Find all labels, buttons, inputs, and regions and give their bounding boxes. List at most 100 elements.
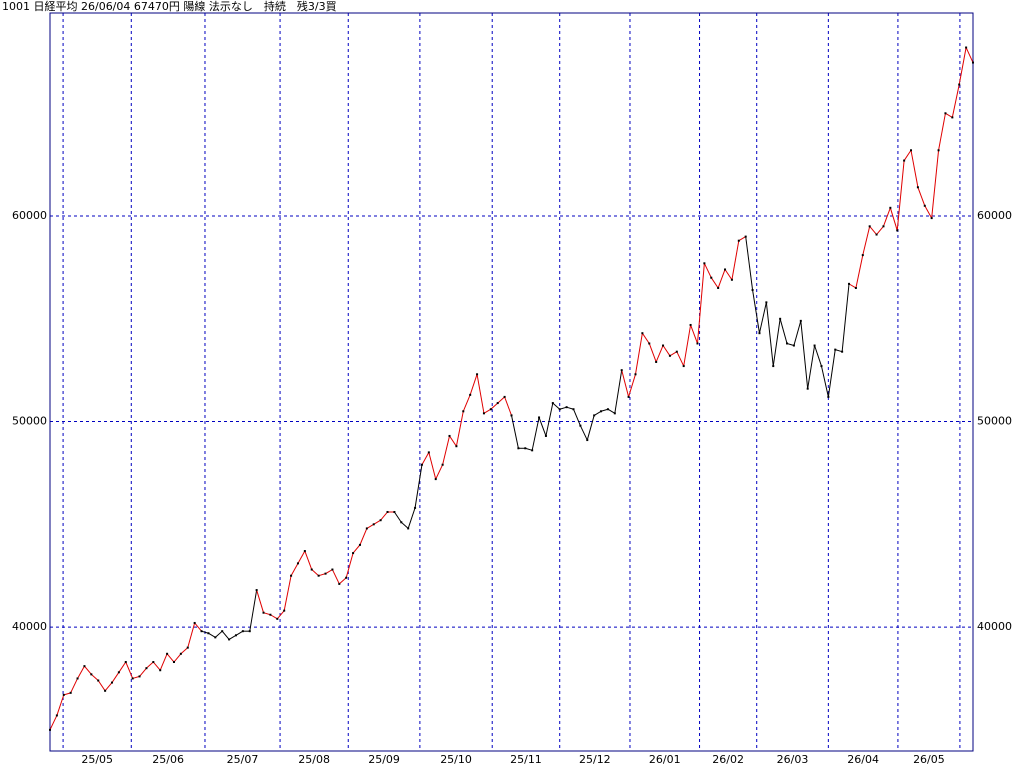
data-point	[779, 317, 782, 320]
line-segment	[442, 435, 450, 465]
line-segment	[945, 112, 953, 118]
data-point	[510, 414, 513, 417]
data-point	[606, 408, 609, 411]
data-point	[916, 186, 919, 189]
line-segment	[586, 415, 595, 441]
line-segment	[221, 630, 230, 640]
line-segment	[917, 187, 926, 206]
data-point	[152, 661, 155, 664]
data-point	[923, 204, 926, 207]
data-point	[944, 112, 947, 115]
y-tick-label: 60000	[12, 209, 47, 222]
data-point	[703, 262, 706, 265]
data-point	[868, 225, 871, 228]
x-tick-label: 25/07	[227, 753, 259, 766]
data-point	[717, 286, 720, 289]
data-point	[682, 365, 685, 368]
line-segment	[641, 332, 650, 344]
line-segment	[835, 349, 843, 353]
line-segment	[703, 263, 712, 278]
data-point	[317, 574, 320, 577]
line-segment	[462, 394, 471, 412]
line-segment	[56, 694, 65, 716]
x-tick-label: 25/11	[510, 753, 542, 766]
x-tick-label: 26/01	[649, 753, 681, 766]
line-segment	[304, 550, 313, 570]
data-point	[799, 319, 802, 322]
line-segment	[869, 226, 877, 235]
line-segment	[848, 283, 857, 289]
line-segment	[180, 647, 189, 655]
line-segment	[428, 452, 437, 480]
data-point	[489, 408, 492, 411]
data-point	[455, 445, 458, 448]
line-segment	[331, 569, 340, 585]
line-segment	[758, 302, 767, 334]
data-point	[296, 562, 299, 565]
data-point	[806, 387, 809, 390]
line-segment	[318, 573, 326, 577]
line-segment	[187, 622, 196, 648]
line-segment	[531, 417, 540, 451]
data-point	[358, 543, 361, 546]
line-segment	[538, 417, 547, 437]
line-segment	[896, 160, 905, 231]
data-point	[903, 159, 906, 162]
data-point	[90, 673, 93, 676]
line-segment	[924, 205, 933, 219]
line-segment	[449, 435, 457, 447]
data-point	[882, 225, 885, 228]
data-point	[875, 233, 878, 236]
line-segment	[421, 452, 430, 465]
line-segment	[965, 47, 974, 63]
data-point	[531, 449, 534, 452]
data-point	[69, 691, 72, 694]
data-point	[290, 574, 293, 577]
line-segment	[786, 342, 795, 347]
data-point	[758, 332, 761, 335]
line-segment	[483, 408, 492, 414]
line-segment	[504, 396, 512, 416]
data-point	[221, 630, 224, 633]
data-point	[179, 652, 182, 655]
line-segment	[414, 464, 423, 508]
line-segment	[876, 226, 884, 235]
line-segment	[731, 240, 740, 280]
line-segment	[738, 236, 746, 242]
data-point	[972, 61, 974, 64]
line-segment	[249, 590, 258, 632]
line-segment	[889, 207, 898, 231]
line-segment	[621, 370, 630, 398]
data-point	[97, 679, 100, 682]
data-point	[303, 550, 306, 553]
y-tick-label: 40000	[12, 620, 47, 633]
line-segment	[90, 673, 99, 681]
line-segment	[745, 236, 754, 291]
line-segment	[118, 661, 127, 673]
line-segment	[579, 425, 588, 441]
x-tick-label: 26/05	[913, 753, 945, 766]
line-segment	[214, 630, 223, 638]
data-point	[896, 229, 899, 232]
line-segment	[407, 507, 416, 529]
line-segment	[593, 410, 602, 416]
data-point	[104, 689, 107, 692]
line-segment	[84, 665, 92, 675]
data-point	[407, 527, 410, 530]
line-segment	[882, 207, 891, 227]
line-segment	[772, 318, 781, 367]
data-point	[283, 609, 286, 612]
data-point	[730, 278, 733, 281]
line-segment	[104, 682, 113, 692]
data-point	[248, 630, 251, 633]
data-point	[538, 416, 541, 419]
line-segment	[648, 343, 657, 363]
line-segment	[49, 715, 58, 731]
line-segment	[152, 661, 161, 671]
data-point	[861, 254, 864, 257]
data-point	[813, 344, 816, 347]
line-segment	[455, 411, 464, 447]
data-point	[675, 350, 678, 353]
x-tick-label: 25/12	[579, 753, 611, 766]
